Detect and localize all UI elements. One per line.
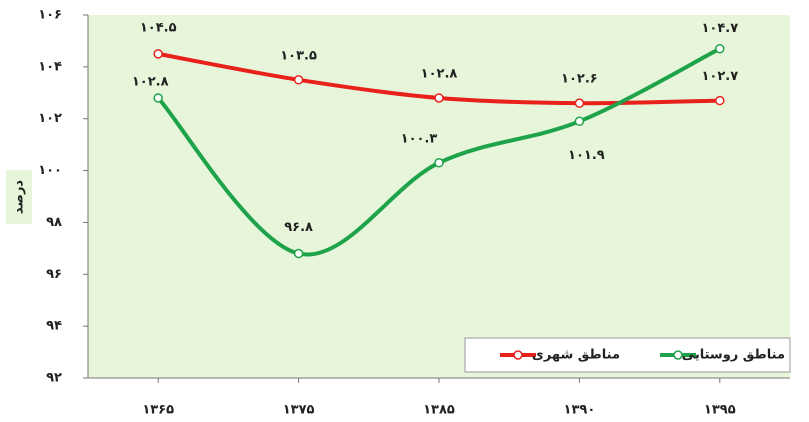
y-tick-label: ۱۰۰	[38, 163, 62, 178]
point	[153, 49, 163, 59]
data-label: ۱۰۱.۹	[568, 148, 605, 163]
point	[293, 75, 304, 85]
x-tick-label: ۱۳۷۵	[283, 403, 315, 418]
point	[153, 93, 163, 103]
y-tick-label: ۹۲	[46, 371, 62, 386]
point	[715, 43, 725, 54]
point	[434, 158, 444, 168]
y-tick-label: ۹۴	[46, 319, 62, 334]
y-label-box	[6, 170, 32, 224]
y-axis-label: درصد	[12, 180, 27, 215]
x-tick-label: ۱۳۹۰	[564, 403, 596, 418]
point	[574, 98, 585, 108]
x-tick-label: ۱۳۸۵	[423, 403, 455, 418]
legend-label: مناطق شهری	[532, 348, 620, 363]
legend-marker	[513, 350, 523, 360]
data-label: ۱۰۰.۳	[401, 131, 438, 146]
x-tick-label: ۱۳۶۵	[142, 403, 174, 418]
y-tick-label: ۱۰۴	[38, 59, 62, 74]
point	[574, 116, 585, 127]
y-tick-label: ۹۸	[46, 215, 62, 230]
series-line	[156, 46, 721, 257]
data-label: ۱۰۲.۶	[561, 72, 598, 87]
data-label: ۱۰۲.۷	[701, 69, 738, 84]
point	[715, 95, 725, 106]
data-label: ۱۰۲.۸	[421, 66, 458, 81]
data-label: ۹۶.۸	[284, 220, 313, 235]
point	[293, 248, 304, 259]
point	[434, 93, 444, 103]
data-label: ۱۰۴.۷	[701, 21, 738, 36]
y-tick-label: ۱۰۲	[38, 111, 62, 126]
data-label: ۱۰۴.۵	[140, 20, 177, 35]
legend-marker	[673, 350, 683, 360]
data-label: ۱۰۲.۸	[132, 74, 169, 89]
y-tick-label: ۹۶	[46, 267, 62, 282]
y-tick-label: ۱۰۶	[38, 8, 62, 23]
legend-label: مناطق روستایی	[682, 348, 785, 363]
data-label: ۱۰۳.۵	[280, 48, 317, 63]
x-tick-label: ۱۳۹۵	[704, 403, 736, 418]
